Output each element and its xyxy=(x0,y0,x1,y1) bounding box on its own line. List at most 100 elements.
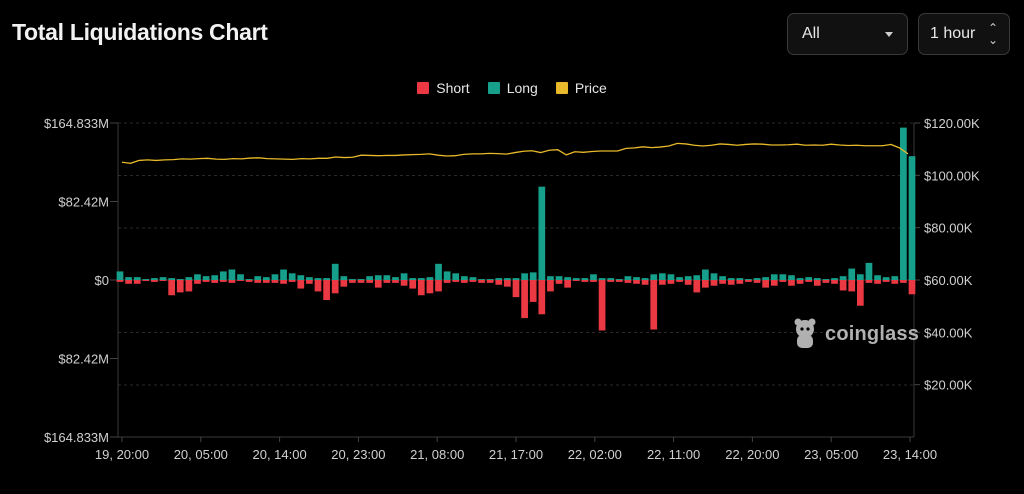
long-bar[interactable] xyxy=(168,278,175,280)
short-bar[interactable] xyxy=(159,280,167,281)
long-bar[interactable] xyxy=(796,278,804,280)
long-bar[interactable] xyxy=(693,275,701,280)
long-bar[interactable] xyxy=(615,279,623,280)
short-bar[interactable] xyxy=(280,280,287,284)
short-bar[interactable] xyxy=(151,280,158,282)
short-bar[interactable] xyxy=(753,280,761,283)
long-bar[interactable] xyxy=(426,277,434,280)
long-bar[interactable] xyxy=(357,279,365,280)
short-bar[interactable] xyxy=(323,280,330,300)
short-bar[interactable] xyxy=(745,280,752,282)
long-bar[interactable] xyxy=(280,269,287,280)
short-bar[interactable] xyxy=(572,280,580,281)
long-bar[interactable] xyxy=(133,277,141,280)
short-bar[interactable] xyxy=(374,280,382,288)
short-bar[interactable] xyxy=(168,280,175,296)
short-bar[interactable] xyxy=(452,280,460,282)
short-bar[interactable] xyxy=(262,280,270,283)
price-line[interactable] xyxy=(121,142,909,164)
symbol-select[interactable]: All xyxy=(787,13,908,55)
long-bar[interactable] xyxy=(400,273,408,280)
long-bar[interactable] xyxy=(719,276,726,280)
short-bar[interactable] xyxy=(693,280,701,293)
short-bar[interactable] xyxy=(564,280,571,288)
short-bar[interactable] xyxy=(650,280,658,330)
long-bar[interactable] xyxy=(409,278,417,280)
long-bar[interactable] xyxy=(159,277,167,280)
short-bar[interactable] xyxy=(392,280,399,283)
short-bar[interactable] xyxy=(435,280,442,292)
short-bar[interactable] xyxy=(788,280,795,286)
short-bar[interactable] xyxy=(590,280,597,282)
short-bar[interactable] xyxy=(882,280,890,282)
long-bar[interactable] xyxy=(288,273,296,280)
long-bar[interactable] xyxy=(770,274,778,280)
long-bar[interactable] xyxy=(417,278,425,280)
long-bar[interactable] xyxy=(452,273,460,280)
short-bar[interactable] xyxy=(702,280,709,288)
short-bar[interactable] xyxy=(805,280,813,282)
short-bar[interactable] xyxy=(547,280,554,292)
short-bar[interactable] xyxy=(874,280,881,284)
short-bar[interactable] xyxy=(719,280,726,284)
short-bar[interactable] xyxy=(288,280,296,282)
long-bar[interactable] xyxy=(392,277,399,280)
interval-select[interactable]: 1 hour ⌃ ⌄ xyxy=(918,13,1010,55)
short-bar[interactable] xyxy=(504,280,511,287)
long-bar[interactable] xyxy=(900,127,907,280)
short-bar[interactable] xyxy=(710,280,718,286)
long-bar[interactable] xyxy=(383,275,391,280)
short-bar[interactable] xyxy=(306,280,313,284)
long-bar[interactable] xyxy=(607,278,615,280)
short-bar[interactable] xyxy=(460,280,468,283)
short-bar[interactable] xyxy=(762,280,769,288)
short-bar[interactable] xyxy=(839,280,847,291)
long-bar[interactable] xyxy=(908,156,916,280)
long-bar[interactable] xyxy=(572,278,580,280)
short-bar[interactable] xyxy=(383,280,391,283)
short-bar[interactable] xyxy=(900,280,907,283)
short-bar[interactable] xyxy=(615,280,623,282)
long-bar[interactable] xyxy=(813,278,821,280)
short-bar[interactable] xyxy=(202,280,210,282)
long-bar[interactable] xyxy=(504,278,511,280)
short-bar[interactable] xyxy=(736,280,744,284)
long-bar[interactable] xyxy=(598,278,606,280)
long-bar[interactable] xyxy=(710,273,718,280)
short-bar[interactable] xyxy=(727,280,735,285)
short-bar[interactable] xyxy=(598,280,606,331)
long-bar[interactable] xyxy=(684,276,692,280)
short-bar[interactable] xyxy=(331,280,339,294)
short-bar[interactable] xyxy=(865,280,873,283)
short-bar[interactable] xyxy=(521,280,528,319)
long-bar[interactable] xyxy=(590,274,597,280)
long-bar[interactable] xyxy=(262,277,270,280)
long-bar[interactable] xyxy=(151,278,158,280)
long-bar[interactable] xyxy=(314,278,322,280)
long-bar[interactable] xyxy=(581,278,589,280)
short-bar[interactable] xyxy=(641,280,649,285)
long-bar[interactable] xyxy=(478,279,485,280)
short-bar[interactable] xyxy=(512,280,520,298)
long-bar[interactable] xyxy=(271,274,279,280)
long-bar[interactable] xyxy=(366,276,373,280)
short-bar[interactable] xyxy=(116,280,124,282)
long-bar[interactable] xyxy=(306,277,313,280)
long-bar[interactable] xyxy=(779,274,787,280)
long-bar[interactable] xyxy=(486,279,494,280)
long-bar[interactable] xyxy=(650,274,658,280)
long-bar[interactable] xyxy=(211,275,219,280)
short-bar[interactable] xyxy=(822,280,830,283)
short-bar[interactable] xyxy=(538,280,546,315)
long-bar[interactable] xyxy=(116,271,124,280)
short-bar[interactable] xyxy=(478,280,485,283)
short-bar[interactable] xyxy=(658,280,666,285)
long-bar[interactable] xyxy=(435,263,442,280)
short-bar[interactable] xyxy=(495,280,503,285)
short-bar[interactable] xyxy=(314,280,322,292)
long-bar[interactable] xyxy=(495,278,503,280)
short-bar[interactable] xyxy=(340,280,348,287)
short-bar[interactable] xyxy=(133,280,141,284)
long-bar[interactable] xyxy=(219,271,227,280)
long-bar[interactable] xyxy=(633,277,640,280)
